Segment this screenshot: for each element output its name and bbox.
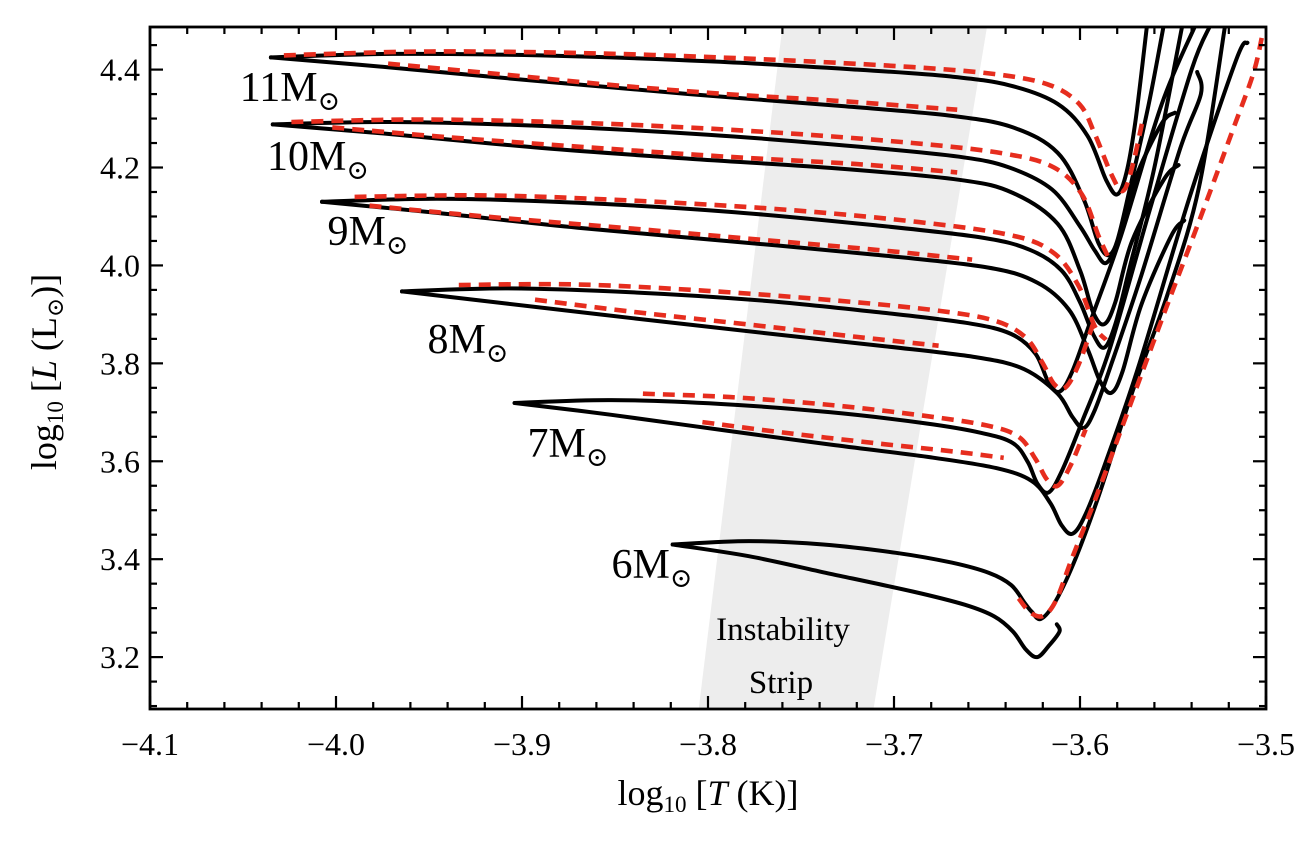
evolution-track-10m-solid-upper bbox=[270, 27, 1166, 266]
y-axis-title: log10 [L (L⊙)] bbox=[24, 273, 68, 471]
x-tick-label: −3.7 bbox=[865, 726, 923, 762]
comparison-track-7m-dashed-upper bbox=[642, 391, 1088, 489]
x-tick-label: −3.6 bbox=[1051, 726, 1109, 762]
sun-symbol: ⊙ bbox=[386, 230, 409, 260]
mass-label-6m: 6M⊙ bbox=[612, 542, 693, 593]
comparison-track-9m-dashed-lower bbox=[369, 203, 973, 262]
evolution-track-7m-solid-upper bbox=[512, 27, 1212, 495]
y-tick-label: 4.4 bbox=[100, 52, 140, 88]
evolution-track-9m-solid-lower bbox=[320, 199, 1187, 396]
comparison-track-10m-dashed-upper bbox=[291, 117, 1112, 262]
x-axis-title-symbol: T bbox=[707, 773, 728, 813]
comparison-track-10m-dashed-lower bbox=[332, 125, 958, 175]
x-axis-title-sub10: 10 bbox=[663, 790, 687, 817]
y-tick-label: 3.4 bbox=[100, 541, 140, 577]
y-tick-label: 3.2 bbox=[100, 639, 140, 675]
x-tick-label: −3.8 bbox=[679, 726, 737, 762]
comparison-track-11m-dashed-upper bbox=[283, 49, 1146, 194]
x-tick-label: −3.5 bbox=[1237, 726, 1295, 762]
mass-label-10m: 10M⊙ bbox=[267, 134, 369, 185]
y-axis-title-close: (L bbox=[24, 317, 64, 361]
mass-label-8m: 8M⊙ bbox=[428, 317, 509, 368]
y-tick-label: 4.0 bbox=[100, 247, 140, 283]
evolution-track-11m-solid-upper bbox=[268, 27, 1149, 197]
instability-strip-label: Instability bbox=[716, 612, 850, 648]
sun-symbol: ⊙ bbox=[318, 86, 341, 116]
evolution-track-10m-solid-lower bbox=[270, 122, 1181, 327]
sun-symbol: ⊙ bbox=[41, 297, 68, 318]
y-axis-title-end: )] bbox=[24, 273, 64, 298]
y-tick-label: 4.2 bbox=[100, 150, 140, 186]
comparison-track-11m-dashed-lower bbox=[387, 61, 958, 112]
y-tick-label: 3.6 bbox=[100, 443, 140, 479]
evolution-track-6m-solid-lower bbox=[670, 542, 1062, 660]
sun-symbol: ⊙ bbox=[346, 155, 369, 185]
comparison-track-7m-dashed-lower bbox=[702, 419, 1004, 461]
x-tick-label: −4.0 bbox=[307, 726, 365, 762]
y-axis-title-open: [ bbox=[24, 380, 64, 402]
sun-symbol: ⊙ bbox=[586, 442, 609, 472]
y-axis-title-symbol: L bbox=[24, 360, 64, 381]
mass-label-7m: 7M⊙ bbox=[528, 421, 609, 472]
y-axis-title-log: log bbox=[24, 424, 64, 471]
x-tick-label: −4.1 bbox=[121, 726, 179, 762]
instability-strip-region bbox=[698, 27, 987, 709]
y-axis-title-sub10: 10 bbox=[41, 401, 68, 425]
evolution-track-9m-solid-upper bbox=[320, 27, 1185, 350]
comparison-track-8m-dashed-lower bbox=[534, 297, 939, 348]
evolution-track-7m-solid-lower bbox=[512, 40, 1250, 537]
comparison-track-9m-dashed-upper bbox=[354, 193, 1108, 342]
sun-symbol: ⊙ bbox=[670, 563, 693, 593]
x-tick-label: −3.9 bbox=[493, 726, 551, 762]
plot-area bbox=[268, 27, 1265, 709]
x-axis-title-open: [ bbox=[686, 773, 708, 813]
mass-label-9m: 9M⊙ bbox=[328, 209, 409, 260]
sun-symbol: ⊙ bbox=[486, 338, 509, 368]
evolution-track-8m-solid-upper bbox=[400, 27, 1197, 395]
x-axis-title: log10 [T (K)] bbox=[617, 773, 799, 815]
y-tick-label: 3.8 bbox=[100, 345, 140, 381]
comparison-track-6m-dashed-upper bbox=[1016, 34, 1265, 619]
axis-ticks bbox=[148, 27, 1268, 709]
x-axis-title-close: (K)] bbox=[727, 773, 799, 813]
instability-strip-label: Strip bbox=[749, 665, 813, 701]
x-axis-title-log: log bbox=[617, 773, 664, 813]
evolution-track-8m-solid-lower bbox=[400, 70, 1204, 431]
comparison-track-8m-dashed-upper bbox=[458, 281, 1096, 392]
mass-label-11m: 11M⊙ bbox=[240, 65, 340, 116]
